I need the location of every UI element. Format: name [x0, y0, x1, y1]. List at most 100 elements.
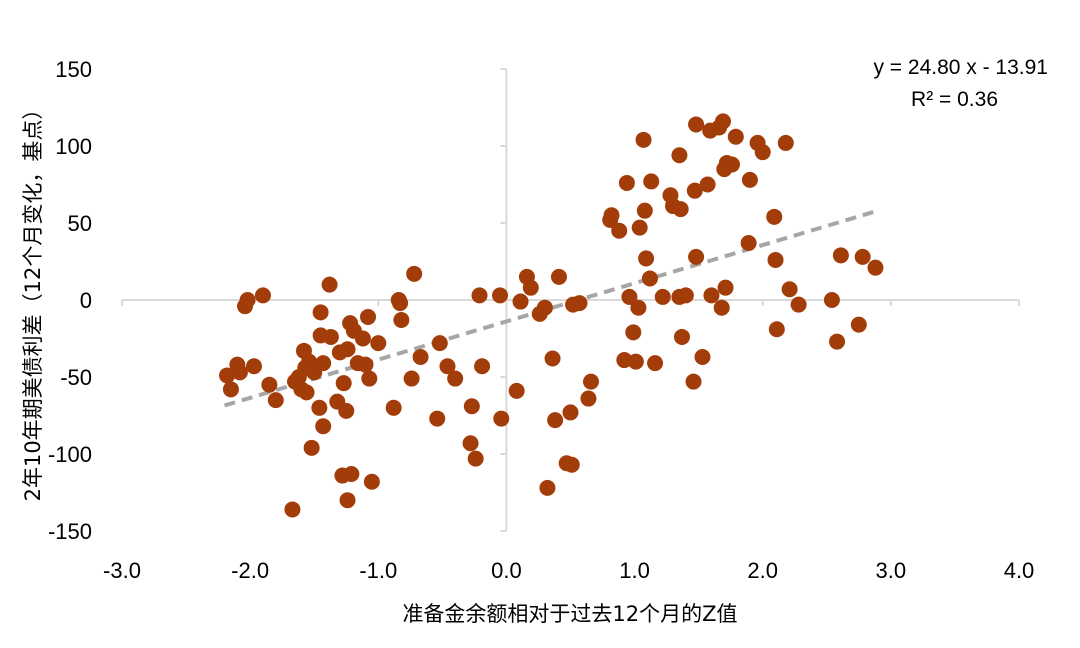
data-point: [713, 299, 730, 316]
tick-labels: -3.0 -2.0 -1.0 0.0 1.0 2.0 3.0 4.0 150 100 50 0 -50 -…: [48, 57, 1034, 583]
data-point: [603, 207, 620, 224]
data-point: [492, 287, 509, 304]
y-tick-label: 0: [80, 288, 92, 313]
data-point: [343, 466, 360, 483]
data-point: [303, 439, 320, 456]
data-point: [631, 219, 648, 236]
data-point: [781, 281, 798, 298]
data-point: [823, 292, 840, 308]
data-point: [339, 492, 356, 509]
data-point: [638, 250, 655, 267]
data-point: [245, 358, 262, 375]
data-point: [686, 182, 703, 199]
data-point: [643, 173, 660, 190]
data-point: [338, 402, 355, 419]
data-point: [471, 287, 488, 304]
x-tick-label: 4.0: [1004, 558, 1035, 583]
data-point: [790, 296, 807, 313]
y-tick-label: 100: [55, 134, 92, 159]
data-point: [335, 375, 352, 392]
data-point: [618, 174, 635, 191]
data-point: [406, 265, 423, 282]
data-point: [312, 304, 329, 321]
data-point: [361, 370, 378, 387]
data-point: [393, 312, 410, 329]
x-tick-label: -3.0: [103, 558, 141, 583]
data-point: [654, 288, 671, 305]
data-point: [385, 399, 402, 416]
data-point: [474, 358, 491, 375]
y-tick-label: -100: [48, 442, 92, 467]
x-tick-label: -1.0: [359, 558, 397, 583]
data-point: [321, 276, 338, 293]
data-point: [641, 270, 658, 287]
data-point: [627, 353, 644, 370]
data-point: [621, 288, 638, 305]
x-tick-label: 2.0: [747, 558, 778, 583]
x-tick-label: 3.0: [876, 558, 907, 583]
data-point: [562, 404, 579, 421]
x-tick-label: 0.0: [491, 558, 522, 583]
data-point: [512, 293, 529, 310]
data-point: [508, 382, 525, 399]
data-point: [647, 355, 664, 372]
data-point: [370, 335, 387, 352]
data-point: [315, 355, 332, 372]
data-point: [829, 333, 846, 350]
data-point: [536, 299, 553, 316]
data-point: [539, 479, 556, 496]
data-point: [740, 235, 757, 252]
data-point: [392, 295, 409, 312]
data-point: [766, 208, 783, 225]
data-point: [429, 410, 446, 427]
data-point: [703, 287, 720, 304]
data-point: [694, 348, 711, 365]
data-point: [439, 358, 456, 375]
x-tick-label: 1.0: [619, 558, 650, 583]
data-point: [630, 299, 647, 316]
data-point: [431, 335, 448, 352]
data-point: [583, 373, 600, 390]
points-layer: [219, 113, 884, 518]
data-point: [463, 398, 480, 415]
data-point: [854, 248, 871, 265]
data-point: [219, 367, 236, 384]
trendline-layer: [223, 208, 879, 408]
data-point: [467, 450, 484, 467]
data-point: [832, 247, 849, 264]
data-point: [723, 156, 740, 173]
data-point: [867, 259, 884, 276]
data-point: [611, 222, 628, 239]
data-point: [239, 292, 256, 308]
data-point: [714, 113, 731, 130]
trendline: [223, 208, 879, 408]
y-axis-title: 2年10年期美债利差（12个月变化，基点）: [21, 99, 45, 502]
r-squared-label: R² = 0.36: [911, 88, 998, 111]
data-point: [727, 128, 744, 145]
data-point: [360, 308, 377, 325]
data-point: [547, 412, 564, 429]
data-point: [322, 328, 339, 345]
data-point: [571, 295, 588, 312]
data-point: [673, 328, 690, 345]
data-point: [677, 287, 694, 304]
data-point: [354, 330, 371, 347]
data-point: [462, 435, 479, 452]
data-point: [311, 399, 328, 416]
data-point: [754, 144, 771, 161]
data-point: [254, 287, 271, 304]
data-point: [777, 134, 794, 151]
data-point: [298, 384, 315, 401]
y-tick-label: -50: [60, 365, 92, 390]
data-point: [563, 456, 580, 473]
data-point: [685, 373, 702, 390]
data-point: [222, 381, 239, 398]
data-point: [672, 201, 689, 218]
data-point: [688, 116, 705, 133]
y-tick-label: 50: [68, 211, 92, 236]
y-tick-label: 150: [55, 57, 92, 82]
data-point: [635, 131, 652, 148]
trendline-equation: y = 24.80 x - 13.91: [873, 56, 1048, 79]
data-point: [493, 410, 510, 427]
data-point: [699, 176, 716, 193]
